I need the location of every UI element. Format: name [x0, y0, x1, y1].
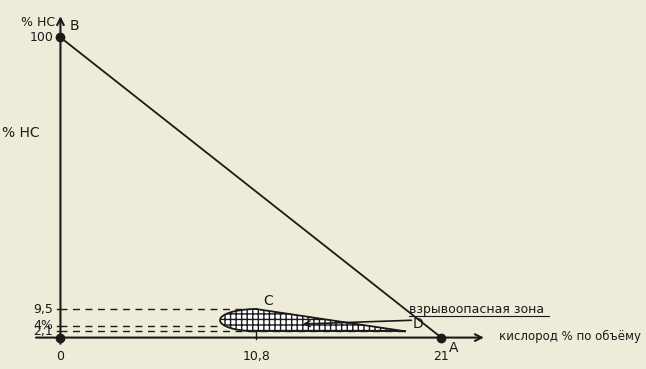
Text: C: C	[264, 294, 273, 308]
Polygon shape	[220, 309, 405, 331]
Text: 4%: 4%	[34, 319, 53, 332]
Text: % НС: % НС	[21, 16, 55, 29]
Text: 0: 0	[56, 349, 65, 363]
Text: 10,8: 10,8	[242, 349, 270, 363]
Text: 9,5: 9,5	[34, 303, 53, 315]
Text: 100: 100	[29, 31, 53, 44]
Text: 2,1: 2,1	[34, 325, 53, 338]
Text: взрывоопасная зона: взрывоопасная зона	[409, 303, 544, 316]
Text: A: A	[448, 341, 458, 355]
Text: % НС: % НС	[2, 127, 39, 141]
Text: B: B	[70, 19, 79, 33]
Text: D: D	[412, 317, 423, 331]
Text: кислород % по объёму: кислород % по объёму	[499, 330, 641, 343]
Text: 21: 21	[433, 349, 449, 363]
